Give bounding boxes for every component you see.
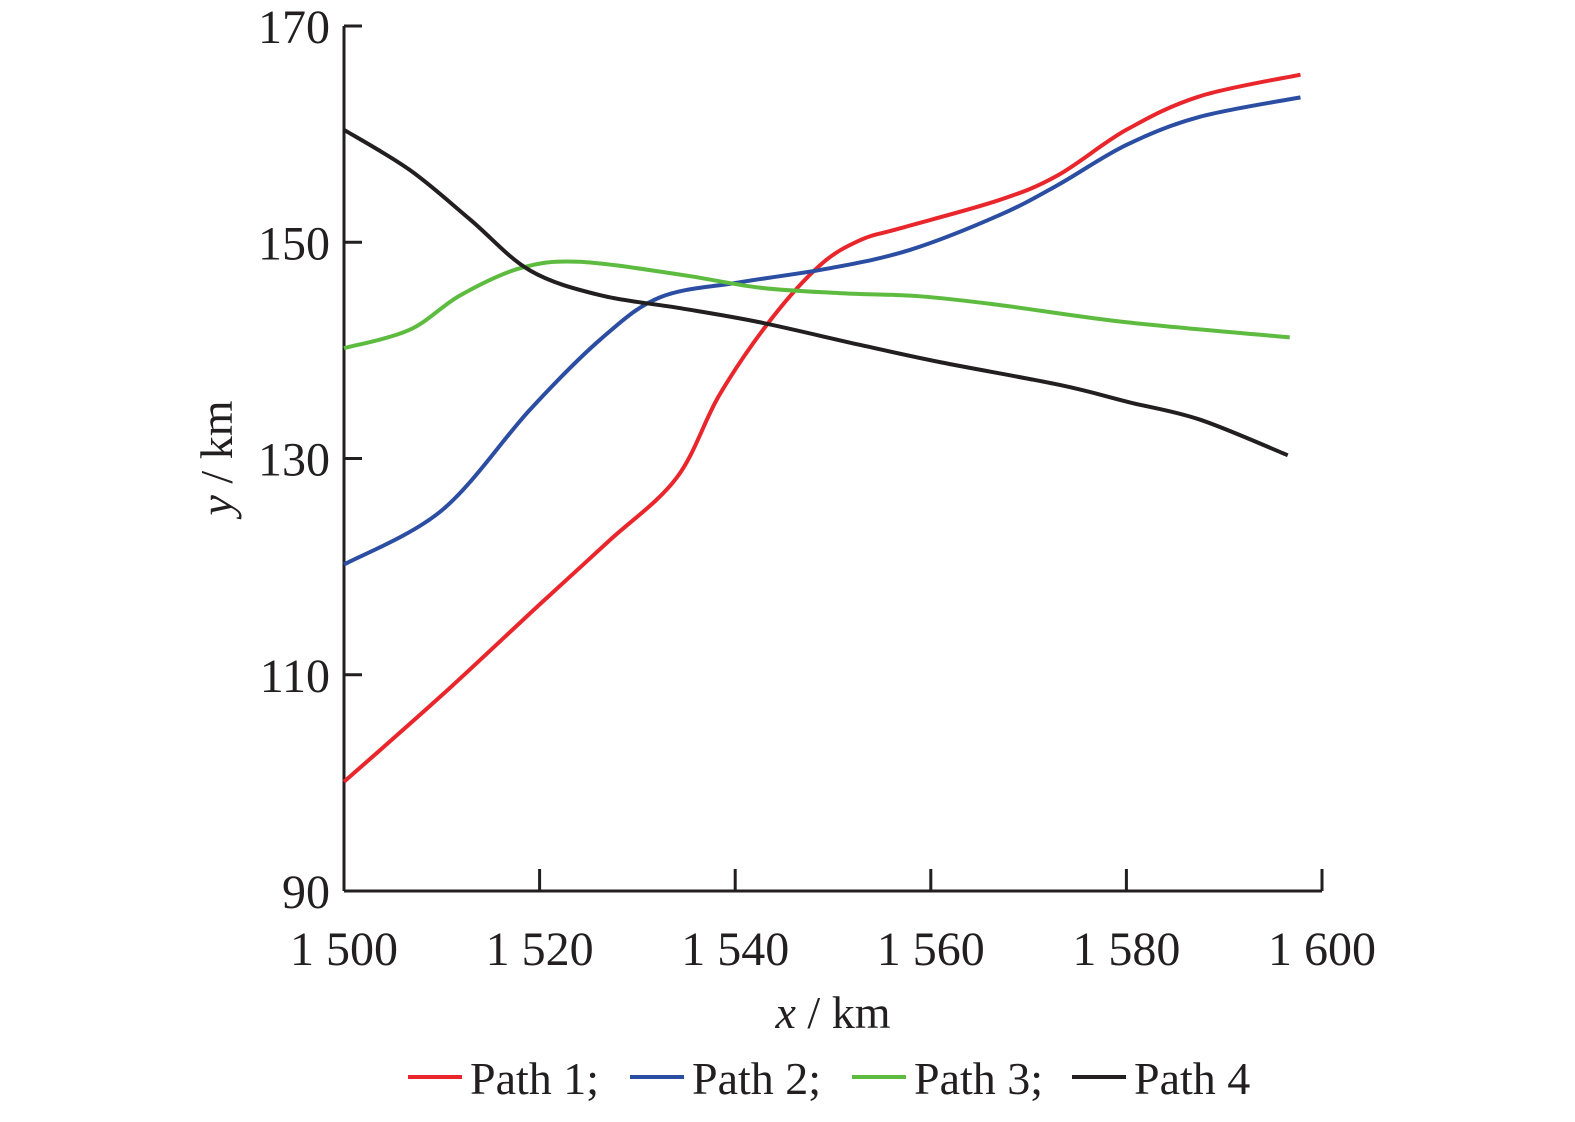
y-axis-title: y / km [191, 400, 242, 519]
series-line-path-4 [342, 128, 1289, 458]
y-tick-label: 110 [260, 650, 330, 703]
x-tick-label: 1 560 [877, 923, 985, 976]
series-line-path-2 [343, 95, 1301, 567]
x-axis-title: x / km [775, 987, 891, 1038]
y-tick-label: 90 [282, 866, 330, 919]
legend-item-path-2: Path 2; [630, 1053, 821, 1104]
x-axis-unit: / km [796, 987, 891, 1038]
x-tick-label: 1 520 [486, 923, 594, 976]
x-tick-label: 1 600 [1268, 923, 1376, 976]
x-axis-ticks: 1 500 1 520 1 540 1 560 1 580 1 600 [290, 869, 1376, 976]
y-axis-unit: / km [191, 400, 242, 495]
legend: Path 1; Path 2; Path 3; Path 4 [408, 1053, 1250, 1104]
legend-item-path-3: Path 3; [852, 1053, 1043, 1104]
series-line-path-1 [342, 72, 1301, 784]
legend-item-path-4: Path 4 [1072, 1053, 1250, 1104]
series-line-path-3 [343, 259, 1290, 351]
y-tick-label: 170 [258, 1, 330, 54]
legend-label: Path 1; [470, 1053, 599, 1104]
x-axis-var: x [775, 987, 797, 1038]
y-axis-ticks: 90 110 130 150 170 [258, 1, 362, 919]
legend-label: Path 3; [914, 1053, 1043, 1104]
series-lines [342, 72, 1301, 784]
x-tick-label: 1 540 [681, 923, 789, 976]
y-axis-var: y [191, 494, 242, 519]
legend-label: Path 4 [1134, 1053, 1250, 1104]
x-tick-label: 1 500 [290, 923, 398, 976]
legend-label: Path 2; [692, 1053, 821, 1104]
legend-item-path-1: Path 1; [408, 1053, 599, 1104]
y-tick-label: 130 [258, 434, 330, 487]
x-tick-label: 1 580 [1072, 923, 1180, 976]
y-tick-label: 150 [258, 217, 330, 270]
